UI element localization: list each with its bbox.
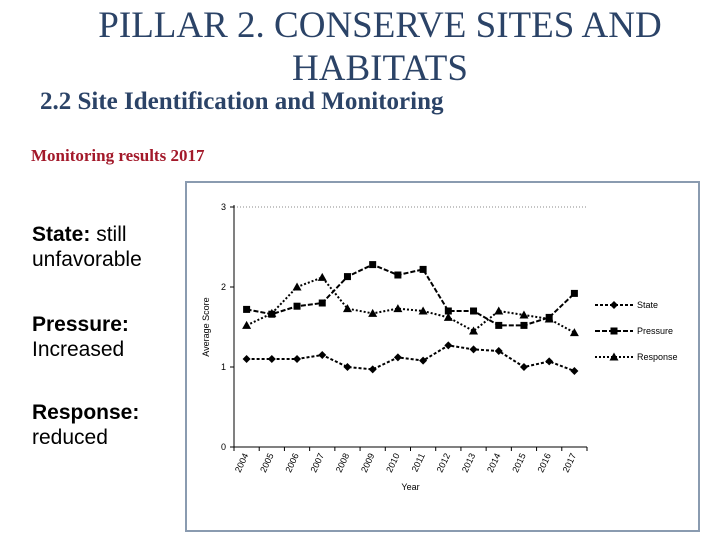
legend-label-response: Response [637, 352, 678, 362]
slide-title-line2: HABITATS [292, 48, 468, 89]
data-point-response [494, 306, 504, 315]
y-tick-label: 0 [221, 442, 226, 452]
x-tick-label: 2009 [359, 452, 377, 474]
x-tick-label: 2017 [561, 452, 579, 474]
legend-marker-state [610, 301, 618, 309]
state-key: State: [32, 223, 91, 246]
data-point-pressure [444, 307, 452, 315]
data-point-response [292, 282, 302, 291]
data-point-response [267, 308, 277, 317]
data-point-pressure [243, 305, 251, 313]
data-point-state [570, 367, 579, 375]
data-point-response [519, 310, 529, 319]
x-tick-label: 2005 [258, 452, 276, 474]
data-point-state [444, 341, 453, 350]
data-point-state [318, 351, 327, 359]
data-point-response [469, 326, 479, 335]
monitoring-label: Monitoring results 2017 [31, 146, 205, 165]
x-tick-label: 2015 [510, 452, 528, 474]
legend-label-pressure: Pressure [637, 326, 673, 336]
y-tick-label: 3 [221, 202, 226, 212]
x-tick-label: 2008 [334, 452, 352, 474]
x-tick-label: 2004 [233, 452, 251, 474]
data-point-state [293, 355, 302, 363]
data-point-response [342, 304, 352, 313]
data-point-response [368, 308, 378, 317]
line-chart: 0 1 2 3 2004 2005 2006 2007 2008 2009 2010 2011 2012… [201, 202, 678, 492]
x-tick-label: 2016 [535, 452, 553, 474]
response-text: reduced [32, 426, 108, 449]
slide-subtitle: 2.2 Site Identification and Monitoring [40, 88, 444, 115]
data-point-response [443, 312, 453, 321]
data-point-response [393, 304, 403, 313]
series-line-state [246, 344, 575, 372]
pressure-summary: Pressure: Increased [32, 312, 182, 362]
data-point-state [419, 356, 428, 365]
series-line-response [246, 276, 575, 334]
slide-title: PILLAR 2. CONSERVE SITES AND HABITATS [60, 4, 700, 90]
data-point-state [519, 363, 528, 371]
slide-title-line1: PILLAR 2. CONSERVE SITES AND [98, 5, 662, 46]
data-point-state [469, 345, 478, 354]
legend-marker-pressure [610, 327, 618, 335]
y-tick-label: 2 [221, 282, 226, 292]
data-point-pressure [419, 265, 427, 273]
legend-label-state: State [637, 300, 658, 310]
data-point-pressure [520, 321, 528, 329]
y-axis-label: Average Score [201, 297, 211, 356]
response-key: Response: [32, 401, 140, 424]
data-point-state [545, 357, 554, 366]
chart-frame: 0 1 2 3 2004 2005 2006 2007 2008 2009 2010 2011 2012… [185, 181, 700, 532]
pressure-key: Pressure: [32, 313, 129, 336]
data-point-response [569, 328, 579, 337]
data-point-response [544, 314, 554, 323]
state-text: still unfavorable [32, 223, 142, 271]
data-point-response [242, 320, 252, 329]
x-tick-label: 2014 [485, 452, 503, 474]
data-point-pressure [394, 271, 402, 279]
x-tick-label: 2013 [460, 452, 478, 474]
data-point-state [267, 355, 276, 363]
x-tick-label: 2010 [384, 452, 402, 474]
state-summary: State: still unfavorable [32, 222, 202, 272]
series-line-pressure [246, 263, 576, 327]
x-tick-label: 2007 [309, 452, 327, 474]
data-point-state [393, 353, 402, 362]
pressure-text: Increased [32, 338, 125, 361]
legend-marker-response [609, 352, 619, 361]
data-point-response [418, 306, 428, 315]
data-point-pressure [318, 299, 326, 307]
data-point-state [343, 363, 352, 371]
data-point-pressure [470, 307, 478, 315]
data-point-response [317, 272, 327, 281]
data-point-pressure [570, 289, 578, 297]
data-point-pressure [495, 321, 503, 329]
data-point-state [242, 355, 251, 363]
data-point-pressure [293, 302, 301, 310]
y-tick-label: 1 [221, 362, 226, 372]
x-axis-label: Year [401, 482, 419, 492]
data-point-state [368, 365, 377, 374]
data-point-pressure [343, 273, 351, 281]
x-tick-label: 2011 [410, 452, 427, 474]
data-point-pressure [369, 261, 377, 269]
data-point-state [494, 347, 503, 355]
x-tick-label: 2006 [283, 452, 301, 474]
response-summary: Response: reduced [32, 400, 182, 450]
x-tick-label: 2012 [435, 452, 453, 474]
